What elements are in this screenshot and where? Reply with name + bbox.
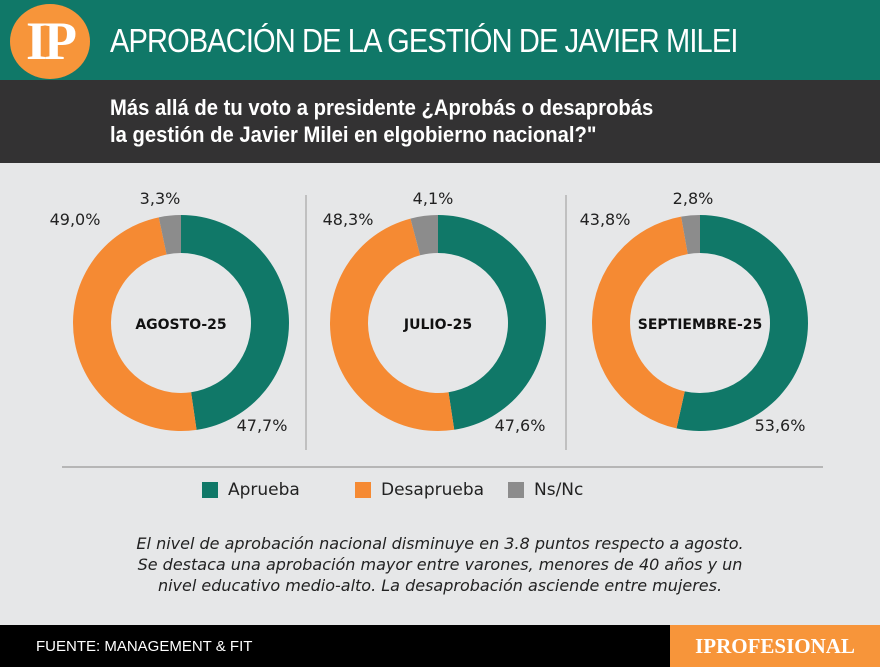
question-line-1: Más allá de tu voto a presidente ¿Aprobá… — [110, 95, 654, 120]
value-label: 43,8% — [580, 210, 631, 229]
value-label: 47,7% — [237, 416, 288, 435]
value-label: 48,3% — [323, 210, 374, 229]
donut-charts: 47,7% 49,0% 3,3% AGOSTO-25 47,6% 48,3% 4,1% JUL… — [50, 189, 823, 468]
legend-item-nsnc: Ns/Nc — [508, 480, 583, 500]
source: FUENTE: MANAGEMENT & FIT — [36, 638, 253, 655]
note: El nivel de aprobación nacional disminuy… — [0, 533, 880, 596]
question-line-2: la gestión de Javier Milei en elgobierno… — [110, 122, 597, 147]
footer: FUENTE: MANAGEMENT & FIT IPROFESIONAL — [0, 625, 880, 667]
legend-item-desaprueba: Desaprueba — [355, 480, 484, 500]
slice-nsnc — [681, 215, 700, 255]
brand-logo: IPROFESIONAL — [670, 625, 880, 667]
slice-aprueba — [181, 215, 289, 430]
header: IP APROBACIÓN DE LA GESTIÓN DE JAVIER MI… — [0, 0, 880, 80]
slice-nsnc — [410, 215, 438, 256]
note-line: nivel educativo medio-alto. La desaproba… — [157, 576, 723, 595]
page-title: APROBACIÓN DE LA GESTIÓN DE JAVIER MILEI — [110, 22, 738, 59]
legend-label: Aprueba — [228, 480, 300, 500]
chart-label: AGOSTO-25 — [135, 317, 226, 333]
slice-desaprueba — [329, 218, 455, 431]
slice-desaprueba — [73, 217, 197, 431]
swatch — [202, 482, 218, 498]
chart-label: SEPTIEMBRE-25 — [638, 317, 762, 333]
value-label: 49,0% — [50, 210, 101, 229]
value-label: 47,6% — [495, 416, 546, 435]
value-label: 4,1% — [413, 189, 454, 208]
value-label: 53,6% — [755, 416, 806, 435]
legend-label: Desaprueba — [381, 480, 485, 500]
slice-nsnc — [158, 215, 181, 255]
question: Más allá de tu voto a presidente ¿Aprobá… — [0, 80, 880, 163]
slice-desaprueba — [592, 216, 688, 429]
chart-label: JULIO-25 — [403, 317, 472, 333]
legend-label: Ns/Nc — [534, 480, 584, 500]
note-line: Se destaca una aprobación mayor entre va… — [137, 555, 743, 574]
ip-logo: IP — [10, 4, 90, 79]
swatch — [355, 482, 371, 498]
value-label: 3,3% — [140, 189, 181, 208]
slice-aprueba — [676, 215, 809, 431]
note-line: El nivel de aprobación nacional disminuy… — [136, 534, 744, 553]
legend-item-aprueba: Aprueba — [202, 480, 300, 500]
value-label: 2,8% — [673, 189, 714, 208]
swatch — [508, 482, 524, 498]
slice-aprueba — [438, 215, 546, 430]
